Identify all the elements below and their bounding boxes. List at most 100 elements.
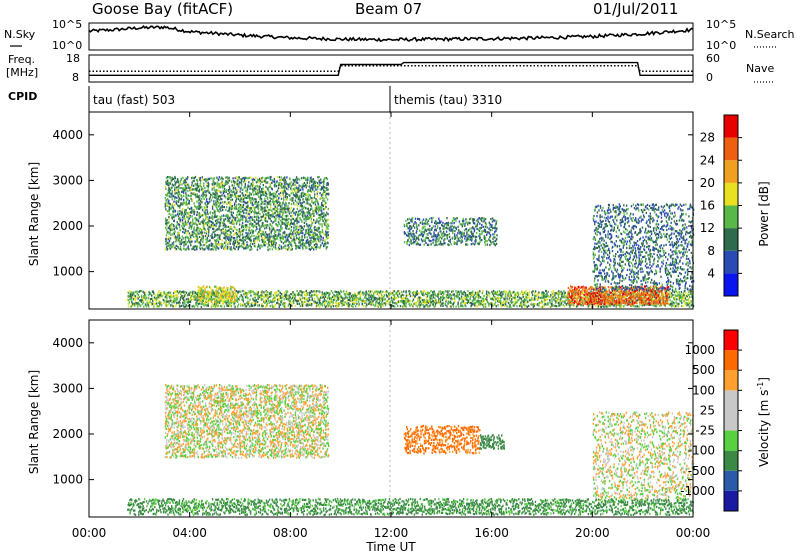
data-cell [418,218,421,221]
data-cell [184,300,186,303]
data-cell [425,241,427,245]
data-cell [477,228,479,231]
data-cell [289,210,291,213]
data-cell [193,202,195,205]
data-cell [372,303,374,306]
data-cell [433,290,435,293]
data-cell [147,297,150,300]
data-cell [299,240,301,243]
data-cell [234,219,237,222]
data-cell [422,225,424,228]
data-cell [218,234,220,237]
data-cell [302,291,304,294]
data-cell [182,201,184,204]
data-cell [230,238,233,241]
data-cell [237,248,239,251]
data-cell [466,296,468,299]
data-cell [287,214,289,217]
data-cell [247,237,249,240]
data-cell [173,232,175,236]
data-cell [181,211,183,214]
data-cell [308,198,310,202]
data-cell [487,291,490,294]
data-cell [502,303,504,306]
data-cell [475,219,478,222]
data-cell [270,245,272,248]
data-cell [253,239,255,243]
data-cell [423,230,426,233]
data-cell [418,224,420,227]
data-cell [467,221,469,224]
data-cell [158,296,160,299]
data-cell [217,195,220,198]
data-cell [324,244,326,247]
data-cell [261,298,264,301]
data-cell [231,204,233,208]
data-cell [430,294,433,297]
data-cell [326,182,328,185]
data-cell [417,297,419,300]
data-cell [257,243,260,246]
data-cell [204,194,206,197]
data-cell [384,298,386,301]
data-cell [496,297,498,300]
data-cell [296,222,298,225]
data-cell [241,178,243,181]
data-cell [177,186,179,189]
data-cell [230,205,232,208]
data-cell [283,296,285,299]
data-cell [291,233,293,236]
data-cell [296,216,299,219]
data-cell [421,240,424,243]
data-cell [170,304,172,307]
data-cell [242,229,244,232]
data-cell [278,183,280,186]
data-cell [434,221,436,225]
data-cell [415,301,418,304]
data-cell [214,247,217,250]
data-cell [517,291,519,294]
data-cell [211,207,214,210]
data-cell [429,228,431,231]
data-cell [214,211,216,214]
data-cell [307,197,309,201]
data-cell [261,303,263,306]
data-cell [154,298,156,301]
data-cell [246,205,248,208]
data-cell [281,234,283,237]
data-cell [237,179,239,182]
data-cell [271,179,273,182]
data-cell [191,198,194,201]
data-cell [217,241,220,244]
data-cell [190,192,192,195]
data-cell [238,182,240,185]
data-cell [205,241,207,244]
data-cell [216,189,218,192]
data-cell [474,242,477,245]
data-cell [391,304,393,307]
data-cell [224,228,227,231]
data-cell [513,294,516,297]
data-cell [414,237,416,240]
data-cell [425,229,428,232]
data-cell [413,240,415,243]
data-cell [276,302,278,305]
data-cell [319,216,321,219]
data-cell [217,294,219,297]
data-cell [409,299,411,302]
data-cell [268,200,270,203]
data-cell [276,199,278,202]
data-cell [465,243,467,246]
data-cell [506,297,508,300]
data-cell [274,208,276,211]
data-cell [287,227,290,231]
data-cell [286,193,288,196]
data-cell [158,290,160,293]
data-cell [169,176,171,179]
data-cell [461,292,463,295]
data-cell [422,292,425,295]
data-cell [437,295,439,298]
data-cell [283,240,286,243]
data-cell [312,209,314,212]
data-cell [311,246,314,249]
